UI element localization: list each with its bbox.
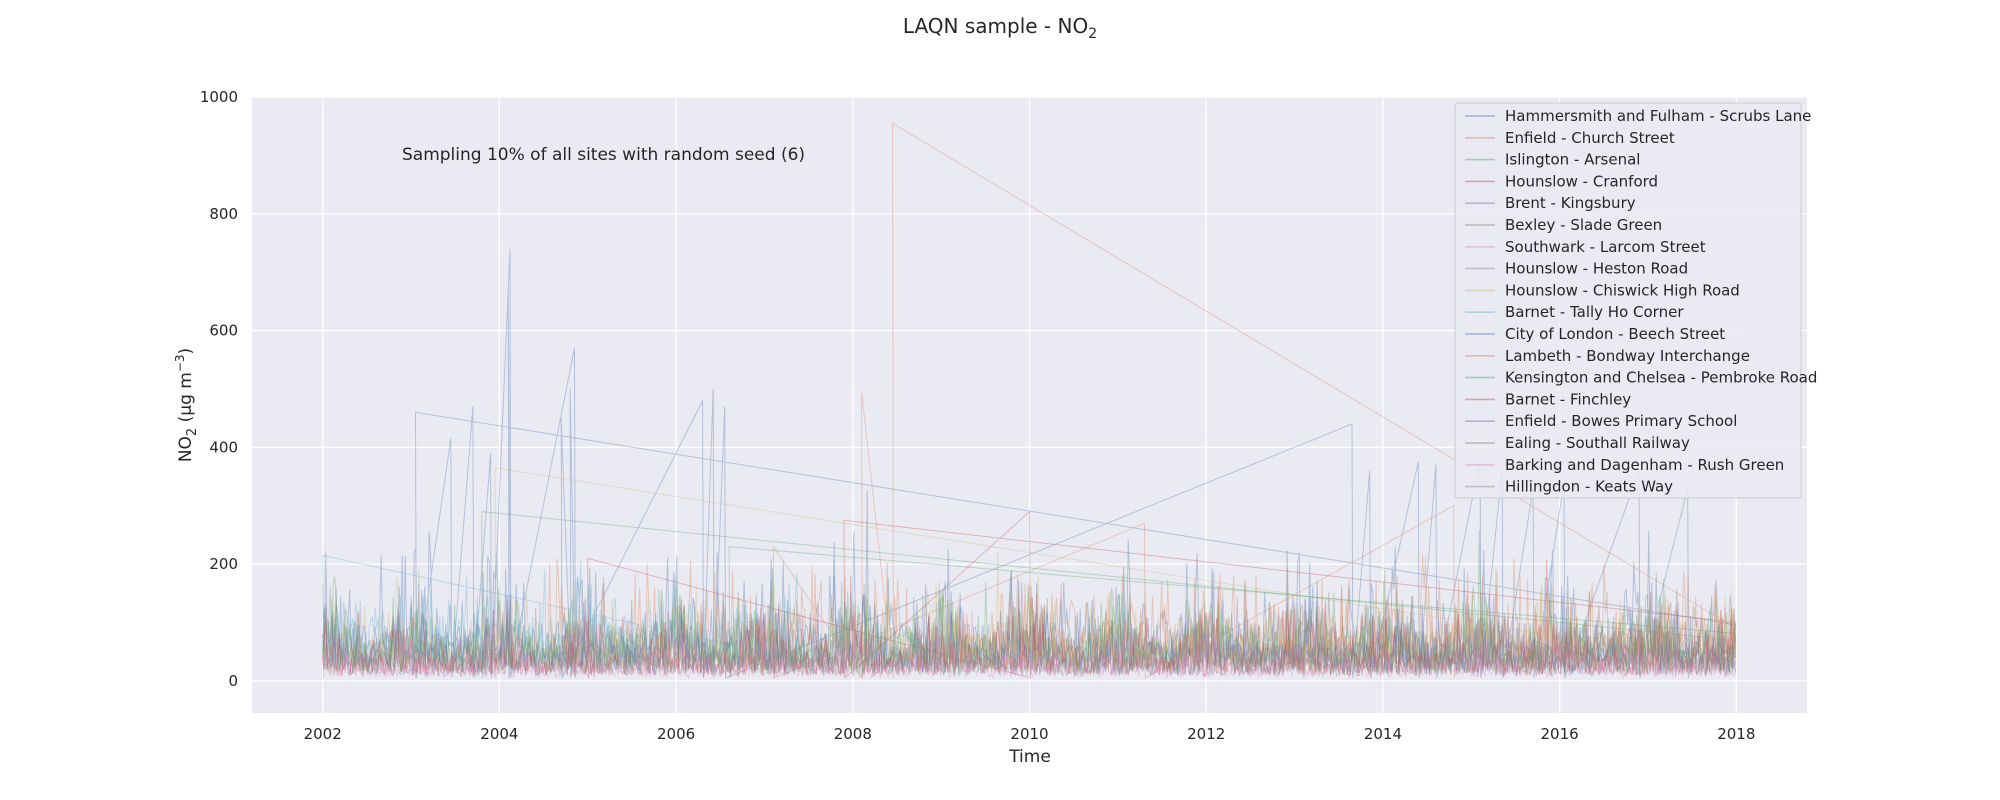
series-line <box>322 584 1737 677</box>
y-tick-label: 400 <box>209 438 238 456</box>
series-line <box>322 624 1737 680</box>
chart-title-main: LAQN sample - NO <box>903 14 1088 38</box>
legend-label: Enfield - Bowes Primary School <box>1505 412 1737 430</box>
y-axis-label-prefix: NO <box>176 436 196 462</box>
y-axis-label-sup: −3 <box>173 354 187 372</box>
legend-label: Kensington and Chelsea - Pembroke Road <box>1505 369 1817 387</box>
legend-label: Hounslow - Cranford <box>1505 172 1658 190</box>
series-line <box>322 582 1737 679</box>
x-tick-label: 2012 <box>1187 725 1225 743</box>
legend-label: Bexley - Slade Green <box>1505 216 1662 234</box>
y-axis-ticks: 0 200 400 600 800 1000 <box>200 88 238 690</box>
legend-label: Ealing - Southall Railway <box>1505 434 1690 452</box>
series-line <box>322 585 1737 677</box>
chart-title: LAQN sample - NO2 <box>903 14 1097 42</box>
legend-label: Lambeth - Bondway Interchange <box>1505 347 1750 365</box>
legend-label: Barking and Dagenham - Rush Green <box>1505 456 1784 474</box>
y-axis-label-close: ) <box>176 348 196 355</box>
y-axis-label-sub: 2 <box>185 428 200 436</box>
series-line <box>322 572 1251 677</box>
y-tick-label: 800 <box>209 205 238 223</box>
y-axis-label-unit: (μg m <box>176 372 196 428</box>
legend-label: Hillingdon - Keats Way <box>1505 478 1673 496</box>
x-tick-label: 2010 <box>1010 725 1048 743</box>
series-line <box>1232 580 1736 676</box>
series-line <box>322 510 1737 680</box>
y-tick-label: 0 <box>228 672 238 690</box>
series-line <box>1232 596 1736 676</box>
chart-title-subscript: 2 <box>1088 26 1097 42</box>
legend-label: Barnet - Finchley <box>1505 390 1631 408</box>
legend: Hammersmith and Fulham - Scrubs Lane Enfi… <box>1454 102 1817 499</box>
series-line <box>322 467 1737 679</box>
legend-label: Islington - Arsenal <box>1505 151 1640 169</box>
series-line <box>543 122 1737 680</box>
y-axis-label: NO2 (μg m−3) <box>173 348 200 462</box>
legend-label: City of London - Beech Street <box>1505 325 1725 343</box>
legend-box <box>1454 102 1802 499</box>
series-line <box>322 554 808 679</box>
sampling-annotation: Sampling 10% of all sites with random se… <box>402 145 805 165</box>
series-line <box>322 563 1737 675</box>
legend-items: Hammersmith and Fulham - Scrubs Lane Enfi… <box>1465 107 1817 496</box>
series-line <box>940 567 1737 673</box>
x-tick-label: 2018 <box>1717 725 1755 743</box>
legend-label: Barnet - Tally Ho Corner <box>1505 303 1684 321</box>
series-line <box>322 248 1737 679</box>
x-tick-label: 2008 <box>834 725 872 743</box>
x-axis-ticks: 2002 2004 2006 2008 2010 2012 2014 2016 2018 <box>304 725 1756 743</box>
legend-label: Brent - Kingsbury <box>1505 194 1636 212</box>
series-line <box>322 602 1737 679</box>
legend-label: Hounslow - Heston Road <box>1505 260 1688 278</box>
x-tick-label: 2002 <box>304 725 342 743</box>
legend-label: Hammersmith and Fulham - Scrubs Lane <box>1505 107 1811 125</box>
y-tick-label: 200 <box>209 555 238 573</box>
legend-label: Southwark - Larcom Street <box>1505 238 1706 256</box>
series-line <box>322 546 1737 679</box>
series-layer <box>322 122 1737 680</box>
legend-label: Hounslow - Chiswick High Road <box>1505 281 1740 299</box>
x-tick-label: 2014 <box>1364 725 1402 743</box>
x-tick-label: 2006 <box>657 725 695 743</box>
x-axis-label: Time <box>1008 747 1051 767</box>
y-tick-label: 600 <box>209 322 238 340</box>
y-tick-label: 1000 <box>200 88 238 106</box>
x-tick-label: 2016 <box>1541 725 1579 743</box>
series-line <box>322 602 1737 678</box>
legend-label: Enfield - Church Street <box>1505 129 1675 147</box>
series-line <box>322 511 1737 679</box>
x-tick-label: 2004 <box>480 725 518 743</box>
